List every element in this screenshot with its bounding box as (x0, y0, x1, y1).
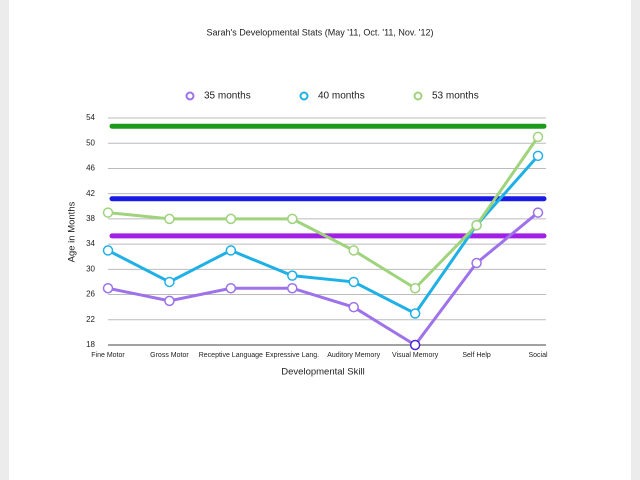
y-tick-label: 18 (86, 340, 95, 349)
data-point (471, 257, 482, 269)
y-tick-label: 54 (86, 113, 95, 122)
x-tick-label: Visual Memory (392, 352, 439, 359)
data-point (225, 283, 237, 294)
data-point (348, 301, 359, 313)
y-tick-label: 46 (86, 164, 95, 173)
data-point (225, 245, 237, 256)
series-line (107, 136, 540, 291)
data-point (409, 308, 421, 319)
data-point (164, 276, 175, 288)
data-point (471, 219, 482, 231)
data-point (287, 283, 298, 294)
side-border (631, 0, 640, 480)
x-tick-label: Expressive Lang. (265, 352, 319, 359)
data-point (287, 213, 298, 225)
x-tick-label: Self Help (462, 352, 491, 359)
data-point (164, 213, 175, 225)
x-axis-label: Developmental Skill (281, 367, 364, 378)
y-tick-label: 42 (86, 189, 95, 198)
legend-label: 53 months (432, 91, 479, 102)
x-tick-label: Social (528, 352, 548, 359)
y-tick-label: 38 (86, 214, 95, 223)
data-point (287, 270, 298, 281)
series-line (107, 211, 539, 347)
legend-marker (413, 91, 423, 101)
y-tick-label: 26 (86, 290, 95, 299)
data-point (409, 339, 421, 351)
y-tick-label: 50 (86, 138, 95, 147)
data-point (102, 207, 114, 218)
data-point (532, 131, 544, 143)
data-point (225, 213, 237, 225)
data-point (102, 283, 114, 294)
y-tick-label: 22 (86, 315, 95, 324)
data-point (348, 276, 359, 288)
plot (102, 131, 544, 351)
series-line (107, 154, 540, 316)
y-axis-label: Age in Months (67, 201, 78, 262)
x-tick-label: Receptive Language (199, 352, 263, 359)
x-tick-label: Auditory Memory (327, 352, 380, 359)
legend-marker (185, 91, 195, 101)
y-tick-label: 34 (86, 239, 95, 248)
legend: 35 months 40 months 53 months (185, 91, 479, 102)
data-point (532, 150, 544, 162)
legend-label: 40 months (318, 91, 365, 102)
x-tick-label: Gross Motor (150, 352, 189, 359)
chart-title: Sarah's Developmental Stats (May '11, Oc… (207, 27, 434, 37)
data-point (409, 283, 421, 294)
data-point (164, 295, 175, 307)
data-point (532, 207, 544, 218)
legend-marker (299, 91, 309, 101)
data-point (348, 245, 359, 256)
side-border (0, 0, 9, 480)
legend-label: 35 months (204, 91, 251, 102)
x-tick-label: Fine Motor (91, 352, 125, 359)
y-tick-label: 30 (86, 264, 95, 273)
data-point (102, 245, 114, 256)
